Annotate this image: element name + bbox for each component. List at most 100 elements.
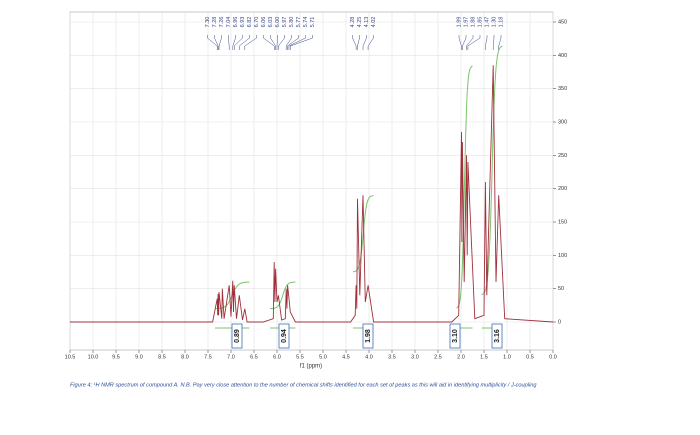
y-tick-label: 50 xyxy=(558,286,564,292)
peak-leader xyxy=(228,35,230,50)
x-tick-label: 10.5 xyxy=(65,354,76,360)
peak-leader xyxy=(233,35,243,50)
peak-leader xyxy=(218,35,222,50)
x-axis-label: f1 (ppm) xyxy=(300,364,322,370)
x-tick-label: 5.0 xyxy=(319,354,327,360)
spectrum-line xyxy=(70,65,554,323)
x-tick-label: 4.0 xyxy=(365,354,373,360)
peak-label: 1.99 xyxy=(456,17,462,28)
peak-leader xyxy=(367,35,374,50)
y-tick-label: 350 xyxy=(558,86,567,92)
integral-box xyxy=(449,323,461,349)
peak-leader xyxy=(462,35,467,50)
y-tick-label: 450 xyxy=(558,19,567,25)
integral-curve xyxy=(352,195,374,273)
x-tick-label: 2.0 xyxy=(457,354,465,360)
x-tick-label: 7.0 xyxy=(227,354,235,360)
peak-leader xyxy=(467,35,481,50)
integral-label: 3.10 xyxy=(452,329,459,343)
peak-label: 5.71 xyxy=(310,17,316,28)
integral-curve xyxy=(270,281,296,310)
peak-label: 1.47 xyxy=(484,17,490,28)
y-tick-label: 150 xyxy=(558,219,567,225)
peak-leader xyxy=(287,35,299,50)
peak-leader xyxy=(244,35,257,50)
x-tick-label: 9.0 xyxy=(135,354,143,360)
integral-label: 0.94 xyxy=(281,329,288,343)
peak-label: 1.18 xyxy=(498,17,504,28)
peak-label: 6.82 xyxy=(247,17,253,28)
caption: Figure 4: ¹H NMR spectrum of compound A.… xyxy=(70,382,537,388)
peak-leader xyxy=(288,35,306,50)
integral-box xyxy=(362,323,374,349)
x-tick-label: 2.5 xyxy=(434,354,442,360)
x-tick-label: 8.0 xyxy=(181,354,189,360)
y-tick-label: 250 xyxy=(558,153,567,159)
peak-leader xyxy=(498,35,502,50)
peak-leader xyxy=(352,35,357,50)
peak-label: 4.02 xyxy=(371,17,377,28)
peak-label: 6.70 xyxy=(254,17,260,28)
peak-leader xyxy=(278,35,285,50)
integral-label: 0.89 xyxy=(234,329,241,343)
x-tick-label: 0.0 xyxy=(549,354,557,360)
x-tick-label: 10.0 xyxy=(88,354,99,360)
y-tick-label: 200 xyxy=(558,186,567,192)
x-tick-label: 5.5 xyxy=(296,354,304,360)
peak-leader xyxy=(357,35,360,50)
peak-label: 5.77 xyxy=(296,17,302,28)
peak-leader xyxy=(214,35,219,50)
x-tick-label: 6.0 xyxy=(273,354,281,360)
peak-label: 6.03 xyxy=(268,17,274,28)
peak-leader xyxy=(276,35,278,50)
peak-leader xyxy=(207,35,218,50)
integral-box xyxy=(231,323,243,349)
integral-box xyxy=(278,323,290,349)
integral-label: 3.16 xyxy=(494,329,501,343)
peak-label: 1.30 xyxy=(491,17,497,28)
peak-label: 7.28 xyxy=(212,17,218,28)
peak-label: 7.30 xyxy=(205,17,211,28)
peak-label: 6.06 xyxy=(261,17,267,28)
peak-label: 5.74 xyxy=(303,17,309,28)
x-tick-label: 4.5 xyxy=(342,354,350,360)
peak-label: 5.80 xyxy=(289,17,295,28)
integral-label: 1.98 xyxy=(365,329,372,343)
peak-leader xyxy=(290,35,313,50)
peak-leader xyxy=(362,35,367,50)
x-tick-label: 0.5 xyxy=(526,354,534,360)
peak-leader xyxy=(458,35,462,50)
x-tick-label: 8.5 xyxy=(158,354,166,360)
peak-leader xyxy=(232,35,236,50)
peak-leader xyxy=(263,35,275,50)
x-tick-label: 3.0 xyxy=(411,354,419,360)
x-tick-label: 3.5 xyxy=(388,354,396,360)
peak-leader xyxy=(270,35,276,50)
peak-label: 7.04 xyxy=(226,17,232,28)
peak-leader xyxy=(285,35,292,50)
peak-label: 6.00 xyxy=(275,17,281,28)
y-tick-label: 400 xyxy=(558,53,567,59)
peak-leader xyxy=(466,35,474,50)
peak-label: 1.97 xyxy=(463,17,469,28)
peak-leader xyxy=(485,35,488,50)
peak-leader xyxy=(492,35,495,50)
peak-label: 4.25 xyxy=(357,17,363,28)
x-tick-label: 9.5 xyxy=(112,354,120,360)
peak-label: 7.26 xyxy=(219,17,225,28)
peak-label: 4.28 xyxy=(350,17,356,28)
y-tick-label: 0 xyxy=(558,319,561,325)
x-tick-label: 1.0 xyxy=(503,354,511,360)
peak-label: 4.13 xyxy=(364,17,370,28)
y-tick-label: 300 xyxy=(558,119,567,125)
y-tick-label: 100 xyxy=(558,253,567,259)
peak-label: 1.88 xyxy=(470,17,476,28)
peak-label: 5.97 xyxy=(282,17,288,28)
x-tick-label: 1.5 xyxy=(480,354,488,360)
x-tick-label: 6.5 xyxy=(250,354,258,360)
peak-leader xyxy=(239,35,250,50)
peak-label: 6.93 xyxy=(240,17,246,28)
